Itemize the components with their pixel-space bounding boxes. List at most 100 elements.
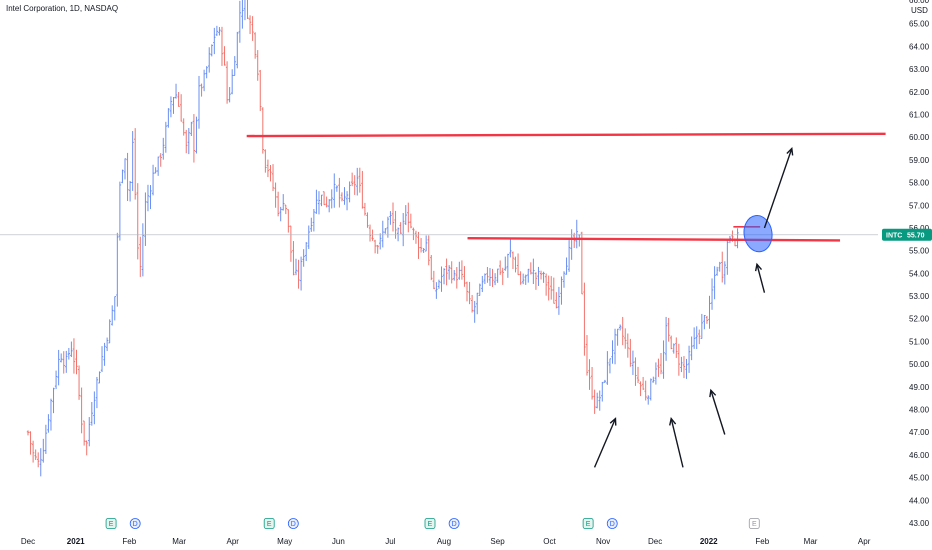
badge-shape [105,518,117,529]
ohlc-bar [144,192,147,246]
ohlc-bar [468,281,471,305]
price-axis-tick: 65.00 [909,20,930,29]
price-axis-tick: 55.00 [909,247,930,256]
ohlc-bar [149,185,152,210]
ohlc-bar [307,225,310,249]
time-axis-tick: Oct [543,537,556,546]
ohlc-bar [529,262,533,275]
ohlc-bar [363,202,367,216]
resistance-line-60[interactable] [246,132,886,138]
dividend-badge[interactable]: D [448,518,460,529]
arrow-head [786,147,794,156]
badge-shape [748,518,760,529]
earnings-badge[interactable]: E [424,518,436,529]
ohlc-bar [146,184,150,212]
ohlc-bar [611,340,614,364]
ohlc-bar [340,192,344,202]
ohlc-bar [652,376,655,383]
ohlc-bar [404,205,407,225]
ohlc-bar [67,347,71,360]
ohlc-bar [649,378,652,401]
ohlc-bar [583,282,586,356]
ohlc-bar [544,273,548,296]
arrow[interactable] [593,417,617,468]
ohlc-bar [601,381,604,402]
ohlc-bar [126,152,129,202]
ohlc-bar [271,164,275,192]
ohlc-bar [202,69,206,92]
ohlc-bar [618,324,622,331]
ohlc-bar [715,266,719,276]
earnings-badge[interactable]: E [105,518,117,529]
ohlc-bar [70,341,73,358]
dividend-badge[interactable]: D [606,518,618,529]
dividend-badge[interactable]: D [129,518,141,529]
ohlc-bar [402,213,405,247]
ohlc-bar [424,235,428,252]
ohlc-bar [506,253,510,278]
time-axis-tick: Nov [596,537,610,546]
ohlc-bar [726,239,729,275]
ohlc-bar [550,276,553,300]
price-axis-tick: 47.00 [909,428,930,437]
ohlc-bar [322,191,326,206]
badge-shape [129,518,141,529]
ohlc-bar [34,449,37,460]
ohlc-bar [29,431,32,455]
ohlc-bar [373,239,377,254]
price-axis-tick: 58.00 [909,179,930,188]
ohlc-bar [116,232,119,307]
ohlc-bar [700,313,704,339]
ohlc-bar [710,278,714,310]
ohlc-bar [259,69,262,111]
ohlc-bar [312,208,316,232]
ohlc-bar [672,343,675,354]
earnings-badge[interactable]: E [748,518,760,529]
ohlc-bar [82,420,86,446]
ohlc-bar [379,233,382,250]
earnings-badge[interactable]: E [263,518,275,529]
ohlc-bar [409,213,413,229]
ohlc-bar [241,0,244,29]
last-price-tag[interactable]: INTC 55.70 [882,228,932,241]
ohlc-bar [233,56,236,76]
highlight-ellipse[interactable] [742,214,775,254]
arrow[interactable] [669,417,684,468]
ohlc-bar [557,286,561,315]
ohlc-bar [389,211,392,225]
ohlc-bar [481,275,484,293]
price-axis-tick: 54.00 [909,269,930,278]
price-axis-tick: 61.00 [909,110,930,119]
ohlc-bar [325,196,328,208]
arrow[interactable] [709,388,726,435]
ohlc-bar [527,268,530,283]
ohlc-bar [427,235,430,266]
ohlc-bar [174,83,178,99]
ohlc-bar [80,387,83,434]
arrow-head [609,417,617,426]
price-axis-tick: 56.00 [909,224,930,233]
ohlc-bar [190,121,193,137]
ohlc-bar [470,294,474,313]
ohlc-bar [85,440,88,456]
ohlc-bar [200,83,203,97]
arrow-shaft [763,148,793,229]
arrow[interactable] [763,147,794,229]
badge-shape [448,518,460,529]
price-axis-tick: 62.00 [909,88,930,97]
ohlc-bar [664,316,668,361]
ohlc-bar [473,300,476,323]
ohlc-bar [215,25,219,36]
ohlc-bar [52,387,55,414]
earnings-badge[interactable]: E [582,518,594,529]
arrow[interactable] [754,262,766,293]
ohlc-bar [187,128,190,155]
ohlc-bar [598,390,601,411]
time-axis-tick: Apr [858,537,871,546]
resistance-line-55[interactable] [467,236,841,242]
ohlc-bar [647,395,650,405]
ohlc-bar [139,236,142,277]
dividend-badge[interactable]: D [287,518,299,529]
ohlc-bar [128,180,132,202]
